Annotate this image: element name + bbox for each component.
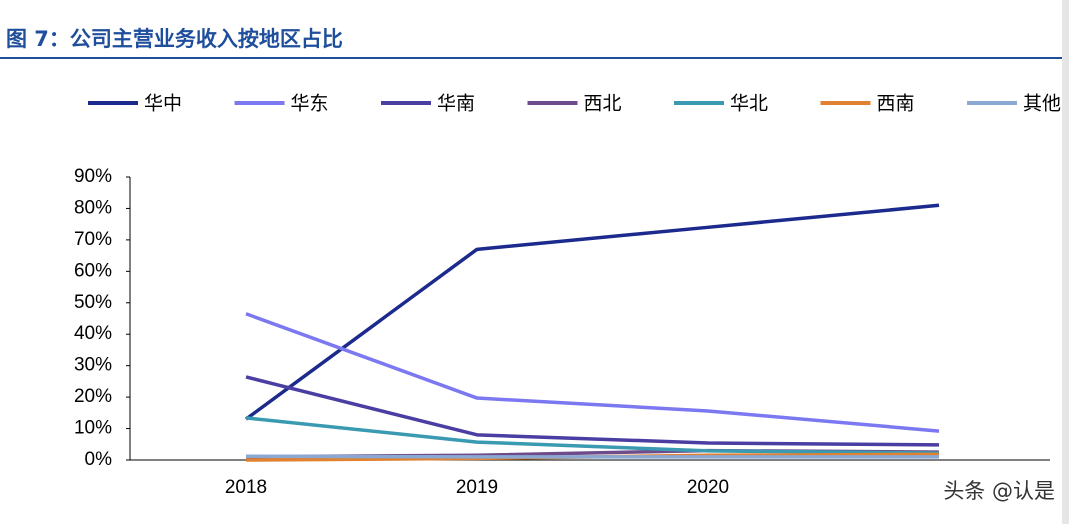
y-tick-label: 80% [74, 197, 112, 218]
y-tick-label: 90% [74, 166, 112, 187]
series-line [245, 375, 940, 447]
series-line [245, 416, 940, 455]
legend-label: 西南 [877, 93, 915, 115]
y-tick-label: 40% [74, 323, 112, 344]
legend-label: 华中 [144, 93, 182, 115]
watermark: 头条 @认是 [943, 479, 1055, 503]
series-line [245, 454, 939, 459]
series-line [244, 203, 940, 421]
series-line [245, 312, 940, 433]
scrollbar [1062, 0, 1069, 524]
y-tick-label: 20% [74, 386, 112, 407]
x-tick-label: 2020 [687, 477, 729, 498]
y-tick-label: 30% [74, 355, 112, 376]
chart-title: 图 7：公司主营业务收入按地区占比 [6, 27, 343, 51]
legend-label: 其他 [1023, 93, 1061, 115]
legend-label: 华北 [730, 93, 768, 115]
y-tick-label: 60% [74, 260, 112, 281]
x-tick-label: 2018 [225, 477, 267, 498]
y-tick-label: 70% [74, 229, 112, 250]
legend-label: 西北 [584, 93, 622, 115]
legend-label: 华东 [291, 93, 329, 115]
y-tick-label: 10% [74, 418, 112, 439]
y-tick-label: 50% [74, 292, 112, 313]
y-tick-label: 0% [85, 449, 113, 470]
legend-label: 华南 [437, 93, 475, 115]
x-tick-label: 2019 [456, 477, 498, 498]
